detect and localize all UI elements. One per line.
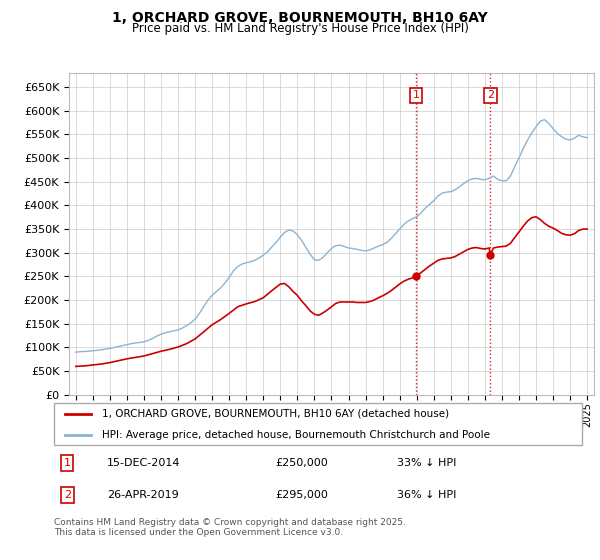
Text: 2: 2 xyxy=(64,490,71,500)
Text: 2: 2 xyxy=(487,90,494,100)
Text: 1: 1 xyxy=(64,458,71,468)
Text: £250,000: £250,000 xyxy=(276,458,329,468)
Text: Contains HM Land Registry data © Crown copyright and database right 2025.
This d: Contains HM Land Registry data © Crown c… xyxy=(54,518,406,538)
Text: 36% ↓ HPI: 36% ↓ HPI xyxy=(397,490,457,500)
FancyBboxPatch shape xyxy=(54,403,582,445)
Text: HPI: Average price, detached house, Bournemouth Christchurch and Poole: HPI: Average price, detached house, Bour… xyxy=(101,430,490,440)
Text: 26-APR-2019: 26-APR-2019 xyxy=(107,490,179,500)
Text: 33% ↓ HPI: 33% ↓ HPI xyxy=(397,458,457,468)
Text: 1: 1 xyxy=(413,90,419,100)
Text: Price paid vs. HM Land Registry's House Price Index (HPI): Price paid vs. HM Land Registry's House … xyxy=(131,22,469,35)
Text: 15-DEC-2014: 15-DEC-2014 xyxy=(107,458,181,468)
Text: 1, ORCHARD GROVE, BOURNEMOUTH, BH10 6AY: 1, ORCHARD GROVE, BOURNEMOUTH, BH10 6AY xyxy=(112,11,488,25)
Text: £295,000: £295,000 xyxy=(276,490,329,500)
Text: 1, ORCHARD GROVE, BOURNEMOUTH, BH10 6AY (detached house): 1, ORCHARD GROVE, BOURNEMOUTH, BH10 6AY … xyxy=(101,409,449,419)
